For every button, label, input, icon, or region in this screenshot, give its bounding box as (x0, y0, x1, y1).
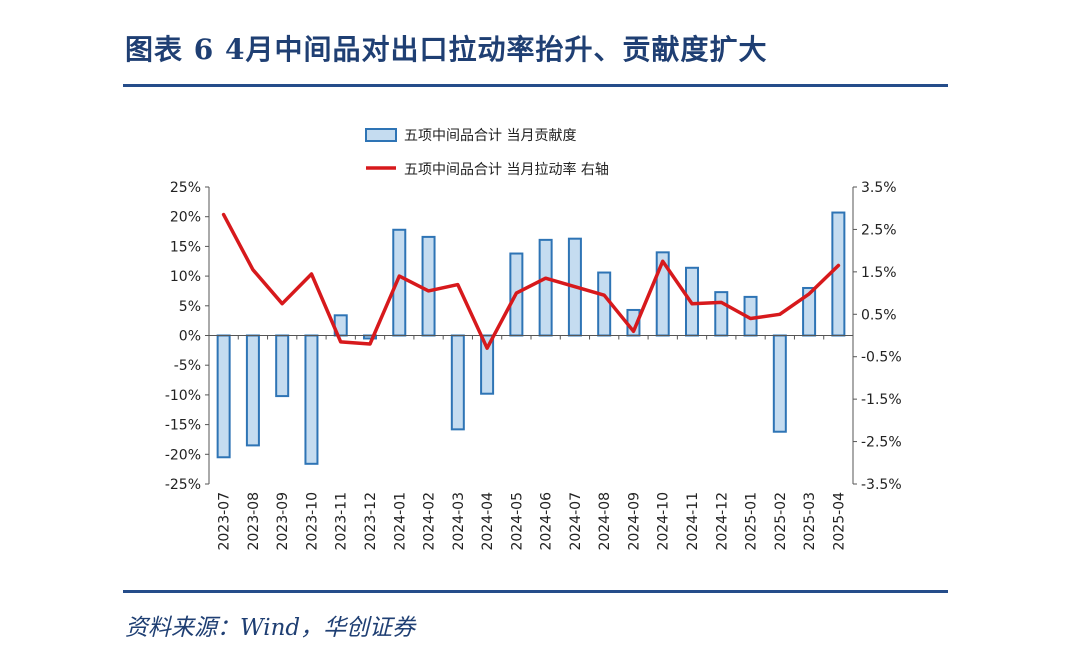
right-tick-label: 3.5% (861, 180, 897, 196)
left-tick-label: 25% (170, 180, 201, 196)
line-path (221, 212, 841, 350)
x-tick-label: 2024-03 (451, 492, 467, 551)
x-tick-label: 2023-12 (363, 492, 379, 551)
source-note: 资料来源：Wind，华创证券 (125, 615, 416, 641)
x-tick-label: 2025-04 (831, 492, 847, 551)
legend-bar-swatch (365, 128, 397, 142)
legend-line-label: 五项中间品合计 当月拉动率 右轴 (404, 161, 609, 178)
x-tick-label: 2024-01 (392, 492, 408, 551)
bar (597, 271, 612, 337)
x-tick-label: 2025-03 (802, 492, 818, 551)
title-rule (123, 84, 948, 87)
left-tick-label: 20% (170, 210, 201, 226)
bar (450, 334, 465, 431)
right-tick-label: -2.5% (861, 435, 902, 451)
x-tick-label: 2023-10 (304, 492, 320, 551)
x-tick-label: 2024-11 (685, 492, 701, 551)
x-tick-label: 2023-07 (217, 492, 233, 551)
left-tick-label: -15% (165, 418, 201, 434)
bar (421, 235, 436, 337)
right-tick-label: 0.5% (861, 307, 897, 323)
x-tick-label: 2024-05 (509, 492, 525, 551)
x-tick-label: 2025-01 (744, 492, 760, 551)
legend-bar-label: 五项中间品合计 当月贡献度 (404, 128, 576, 144)
bar (245, 334, 260, 447)
source-rule (123, 590, 948, 593)
x-tick-label: 2024-06 (539, 492, 555, 551)
left-tick-label: 0% (179, 329, 201, 345)
left-tick-label: 10% (170, 269, 201, 285)
x-tick-label: 2023-09 (275, 492, 291, 551)
bar (304, 334, 319, 465)
left-tick-label: -20% (165, 447, 201, 463)
x-tick-label: 2024-12 (714, 492, 730, 551)
line-series (221, 212, 841, 350)
figure-title: 图表 6 4月中间品对出口拉动率抬升、贡献度扩大 (125, 33, 768, 66)
right-tick-label: -1.5% (861, 392, 902, 408)
x-tick-label: 2024-10 (656, 492, 672, 551)
x-tick-label: 2024-07 (568, 492, 584, 551)
bar (772, 334, 787, 433)
bar (275, 334, 290, 398)
left-tick-label: -25% (165, 477, 201, 493)
bar (714, 291, 729, 337)
axes: -25% -20% -15% -10% -5% 0% 5% 10% 15% 20% 25% -3.5%… (165, 180, 902, 551)
x-tick-label: 2023-08 (246, 492, 262, 551)
x-tick-label: 2024-02 (422, 492, 438, 551)
left-tick-label: 15% (170, 239, 201, 255)
x-tick-label: 2024-04 (480, 492, 496, 551)
x-tick-label: 2023-11 (334, 492, 350, 551)
x-tick-label: 2024-08 (597, 492, 613, 551)
left-tick-label: -5% (174, 358, 201, 374)
x-tick-label: 2025-02 (773, 492, 789, 551)
right-tick-label: -0.5% (861, 350, 902, 366)
right-tick-label: -3.5% (861, 477, 902, 493)
bar (538, 238, 553, 337)
x-tick-label: 2024-09 (626, 492, 642, 551)
left-tick-label: -10% (165, 388, 201, 404)
left-tick-label: 5% (179, 299, 201, 315)
bar (831, 211, 846, 337)
right-tick-label: 2.5% (861, 222, 897, 238)
right-tick-label: 1.5% (861, 265, 897, 281)
bar (216, 334, 231, 459)
